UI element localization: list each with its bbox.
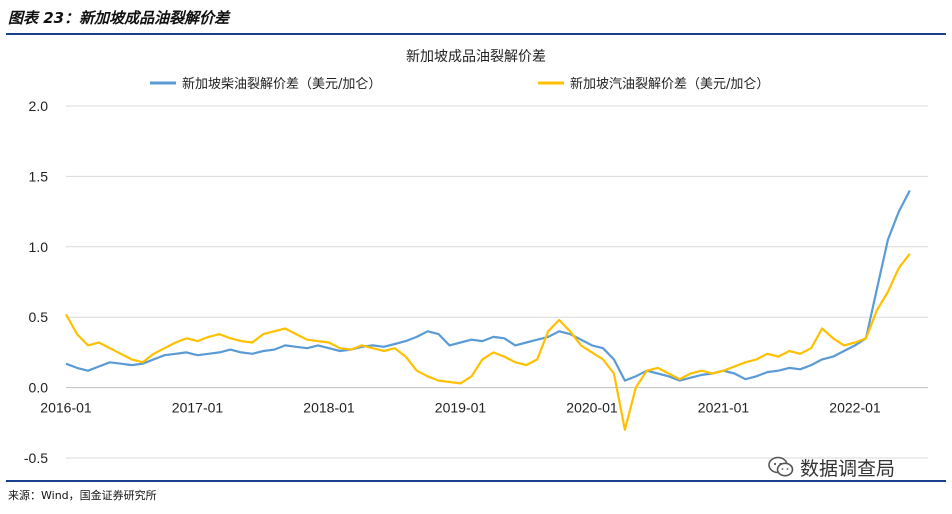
series-group: [65, 189, 911, 431]
bottom-rule: [6, 480, 946, 482]
chart-title: 新加坡成品油裂解价差: [406, 49, 546, 65]
watermark-text: 数据调查局: [800, 457, 896, 480]
figure-header: 图表 23：新加坡成品油裂解价差: [0, 0, 952, 36]
x-tick-label: 2022-01: [829, 400, 881, 416]
watermark: 数据调查局: [768, 454, 895, 480]
legend: 新加坡柴油裂解价差（美元/加仑） 新加坡汽油裂解价差（美元/加仑）: [150, 76, 769, 92]
x-tick-label: 2017-01: [172, 400, 224, 416]
series-line-gasoline: [65, 253, 911, 431]
figure-title: 图表 23：新加坡成品油裂解价差: [8, 9, 230, 27]
y-tick-label: 1.5: [29, 168, 49, 184]
gridlines: [66, 105, 928, 459]
legend-label-diesel: 新加坡柴油裂解价差（美元/加仑）: [182, 76, 381, 92]
wechat-icon: [768, 456, 794, 477]
source-note: 来源：Wind，国金证券研究所: [8, 489, 157, 502]
x-tick-label: 2016-01: [40, 400, 92, 416]
y-tick-label: 2.0: [29, 98, 49, 114]
y-axis: -0.5 0.0 0.5 1.0 1.5 2.0: [24, 98, 48, 466]
y-tick-label: 1.0: [29, 239, 49, 255]
y-tick-label: 0.5: [29, 309, 49, 325]
x-tick-label: 2018-01: [303, 400, 355, 416]
line-chart: 新加坡成品油裂解价差 新加坡柴油裂解价差（美元/加仑） 新加坡汽油裂解价差（美元…: [24, 49, 928, 466]
x-tick-label: 2021-01: [698, 400, 750, 416]
x-tick-label: 2020-01: [566, 400, 618, 416]
legend-label-gasoline: 新加坡汽油裂解价差（美元/加仑）: [570, 76, 769, 92]
top-rule: [6, 33, 946, 35]
y-tick-label: -0.5: [24, 450, 48, 466]
x-axis: 2016-01 2017-01 2018-01 2019-01 2020-01 2021-…: [40, 400, 881, 416]
series-line-diesel: [65, 189, 911, 382]
y-tick-label: 0.0: [29, 380, 49, 396]
x-tick-label: 2019-01: [435, 400, 487, 416]
